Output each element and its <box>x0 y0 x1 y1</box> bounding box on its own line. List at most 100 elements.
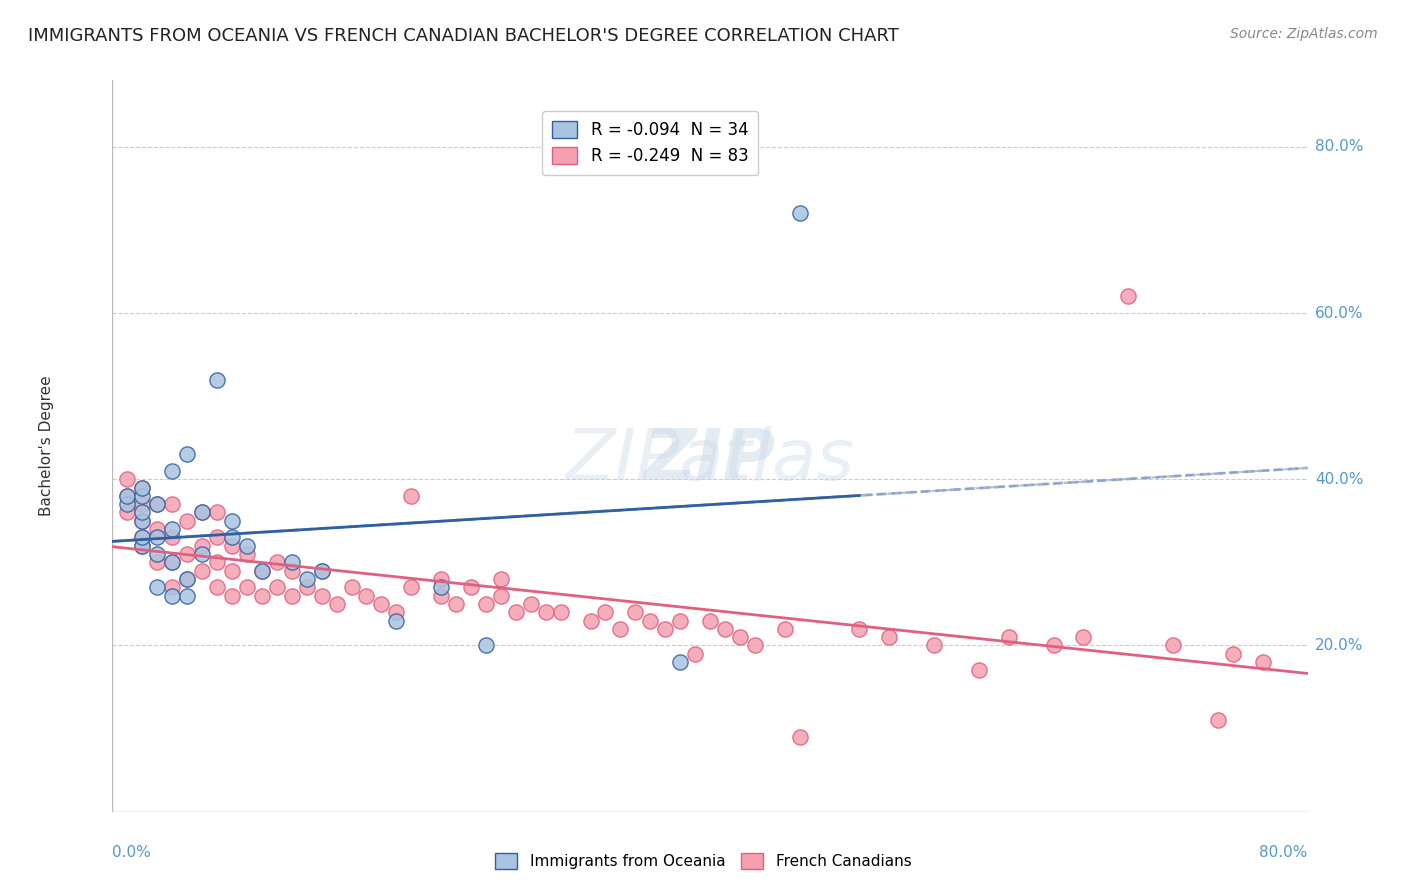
Point <box>131 530 153 544</box>
Text: ZIP: ZIP <box>644 426 776 495</box>
Point <box>191 547 214 561</box>
Point <box>131 514 153 528</box>
Text: 80.0%: 80.0% <box>1315 139 1364 154</box>
Point <box>162 555 183 569</box>
Point <box>205 555 228 569</box>
Point <box>191 539 214 553</box>
Point <box>176 447 198 461</box>
Point <box>162 464 183 478</box>
Point <box>640 614 662 628</box>
Point <box>669 614 692 628</box>
Point <box>146 580 169 594</box>
Point <box>624 605 647 619</box>
Point <box>191 506 214 520</box>
Point <box>162 530 183 544</box>
Point <box>162 589 183 603</box>
Point <box>236 580 259 594</box>
Text: 60.0%: 60.0% <box>1315 306 1364 320</box>
Point <box>311 564 333 578</box>
Point <box>176 572 198 586</box>
Point <box>879 630 901 644</box>
Point <box>250 564 273 578</box>
Point <box>430 572 453 586</box>
Point <box>131 539 153 553</box>
Point <box>1251 655 1274 669</box>
Point <box>221 530 243 544</box>
Point <box>714 622 737 636</box>
Point <box>205 506 228 520</box>
Point <box>131 481 153 495</box>
Point <box>191 506 214 520</box>
Point <box>579 614 602 628</box>
Point <box>281 555 304 569</box>
Text: Source: ZipAtlas.com: Source: ZipAtlas.com <box>1230 27 1378 41</box>
Point <box>998 630 1021 644</box>
Point <box>654 622 676 636</box>
Point <box>609 622 631 636</box>
Point <box>295 572 318 586</box>
Point <box>1118 289 1140 303</box>
Point <box>773 622 796 636</box>
Point <box>475 597 498 611</box>
Point <box>236 539 259 553</box>
Point <box>250 589 273 603</box>
Point <box>176 514 198 528</box>
Text: 20.0%: 20.0% <box>1315 638 1364 653</box>
Point <box>550 605 572 619</box>
Point <box>311 589 333 603</box>
Point <box>281 589 304 603</box>
Point <box>370 597 392 611</box>
Point <box>176 572 198 586</box>
Point <box>146 555 169 569</box>
Point <box>131 497 153 511</box>
Point <box>430 580 453 594</box>
Point <box>699 614 721 628</box>
Point <box>131 539 153 553</box>
Point <box>221 564 243 578</box>
Point <box>340 580 363 594</box>
Point <box>356 589 378 603</box>
Point <box>728 630 751 644</box>
Point <box>131 530 153 544</box>
Point <box>669 655 692 669</box>
Point <box>117 489 139 503</box>
Point <box>385 614 408 628</box>
Point <box>221 589 243 603</box>
Point <box>401 580 423 594</box>
Point <box>162 497 183 511</box>
Point <box>401 489 423 503</box>
Text: Bachelor's Degree: Bachelor's Degree <box>39 376 55 516</box>
Point <box>162 580 183 594</box>
Point <box>146 522 169 536</box>
Point <box>683 647 706 661</box>
Text: 0.0%: 0.0% <box>112 845 152 860</box>
Point <box>475 639 498 653</box>
Point <box>266 580 288 594</box>
Point <box>430 589 453 603</box>
Point <box>520 597 543 611</box>
Point <box>162 522 183 536</box>
Point <box>1161 639 1184 653</box>
Legend: Immigrants from Oceania, French Canadians: Immigrants from Oceania, French Canadian… <box>488 847 918 875</box>
Point <box>146 497 169 511</box>
Point <box>117 489 139 503</box>
Point <box>131 514 153 528</box>
Point <box>176 547 198 561</box>
Text: ZIPatlas: ZIPatlas <box>565 426 855 495</box>
Point <box>266 555 288 569</box>
Point <box>489 572 512 586</box>
Point <box>595 605 617 619</box>
Point <box>460 580 482 594</box>
Point <box>117 506 139 520</box>
Point <box>191 564 214 578</box>
Point <box>505 605 527 619</box>
Point <box>311 564 333 578</box>
Point <box>848 622 870 636</box>
Point <box>1042 639 1064 653</box>
Point <box>534 605 557 619</box>
Point <box>385 605 408 619</box>
Point <box>922 639 945 653</box>
Point <box>789 730 811 744</box>
Point <box>131 506 153 520</box>
Point <box>205 372 228 386</box>
